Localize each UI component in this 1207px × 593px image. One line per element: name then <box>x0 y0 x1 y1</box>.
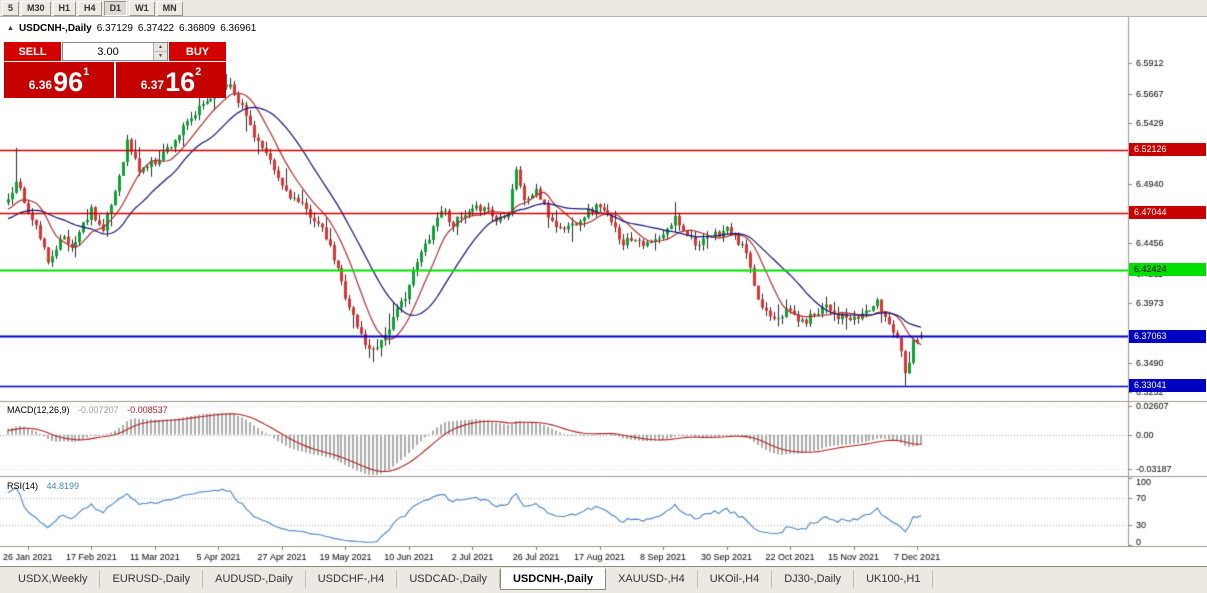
collapse-trade-panel-icon[interactable]: ▲ <box>7 25 14 32</box>
timeframe-button-5[interactable]: 5 <box>2 0 20 16</box>
timeframe-button-mn[interactable]: MN <box>156 0 183 16</box>
chart-tab-xauusd-h4[interactable]: XAUUSD-,H4 <box>606 570 698 588</box>
chart-tab-dj30-daily[interactable]: DJ30-,Daily <box>772 570 855 588</box>
volume-increase-button[interactable]: ▲ <box>154 43 167 52</box>
chart-tab-bar: USDX,Weekly EURUSD-,Daily AUDUSD-,Daily USD… <box>0 566 1207 593</box>
timeframe-button-w1[interactable]: W1 <box>129 0 155 16</box>
volume-control: ▲ ▼ <box>62 42 168 61</box>
sell-price-pips: 96 <box>53 67 84 97</box>
buy-price-point: 2 <box>195 66 202 78</box>
timeframe-button-h4[interactable]: H4 <box>78 0 102 16</box>
chart-tab-audusd-daily[interactable]: AUDUSD-,Daily <box>203 570 306 588</box>
sell-price-button[interactable]: 6.36 96 1 <box>4 62 114 98</box>
chart-tab-eurusd-daily[interactable]: EURUSD-,Daily <box>100 570 204 588</box>
buy-price-pips: 16 <box>165 67 196 97</box>
buy-button[interactable]: BUY <box>169 42 226 61</box>
price-chart-canvas[interactable] <box>0 17 1207 566</box>
volume-spinner: ▲ ▼ <box>153 43 167 60</box>
sell-price-point: 1 <box>83 66 90 78</box>
chart-tab-usdcnh-daily[interactable]: USDCNH-,Daily <box>499 568 607 590</box>
timeframe-toolbar: 5 M30 H1 H4 D1 W1 MN <box>0 0 1207 17</box>
one-click-trading-panel: SELL ▲ ▼ BUY 6.36 96 1 6.37 16 2 <box>4 42 226 98</box>
chart-tab-usdcad-daily[interactable]: USDCAD-,Daily <box>397 570 500 588</box>
timeframe-button-d1[interactable]: D1 <box>103 0 128 16</box>
volume-decrease-button[interactable]: ▼ <box>154 52 167 60</box>
sell-price-head: 6.36 <box>28 78 53 92</box>
chart-tab-ukoil-h4[interactable]: UKOil-,H4 <box>698 570 773 588</box>
chart-tab-uk100-h1[interactable]: UK100-,H1 <box>854 570 934 588</box>
chart-tab-usdx-weekly[interactable]: USDX,Weekly <box>6 570 101 588</box>
timeframe-button-m30[interactable]: M30 <box>21 0 51 16</box>
buy-price-head: 6.37 <box>140 78 165 92</box>
sell-button[interactable]: SELL <box>4 42 61 61</box>
chart-tab-usdchf-h4[interactable]: USDCHF-,H4 <box>306 570 398 588</box>
buy-price-button[interactable]: 6.37 16 2 <box>116 62 226 98</box>
timeframe-button-h1[interactable]: H1 <box>52 0 77 16</box>
volume-input[interactable] <box>63 43 153 60</box>
